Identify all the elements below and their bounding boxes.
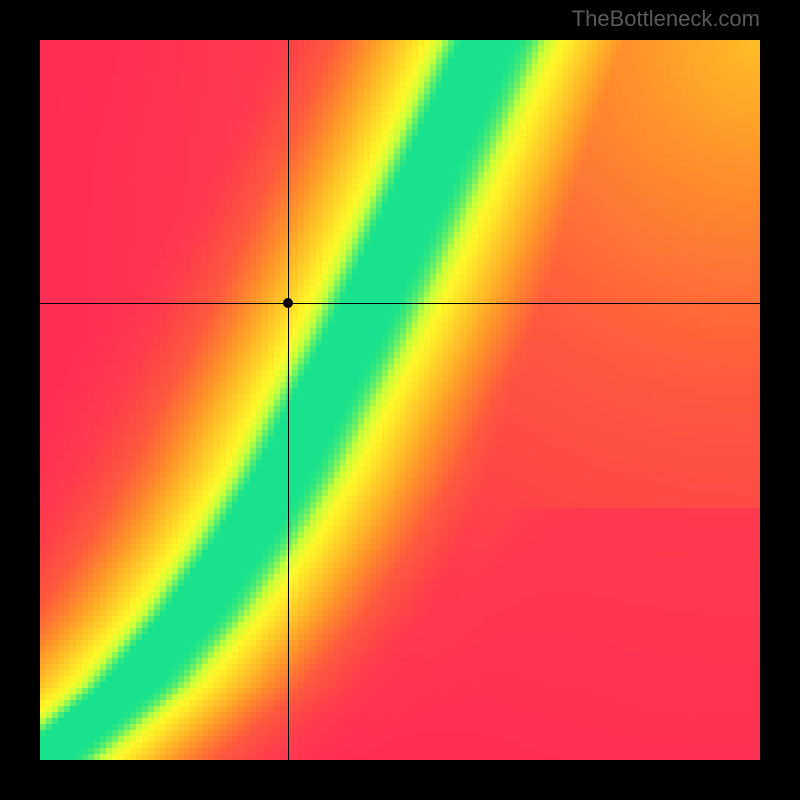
crosshair-marker — [283, 298, 293, 308]
watermark-text: TheBottleneck.com — [572, 6, 760, 32]
crosshair-vertical — [288, 40, 289, 760]
plot-area — [40, 40, 760, 760]
chart-container: TheBottleneck.com — [0, 0, 800, 800]
crosshair-horizontal — [40, 303, 760, 304]
heatmap-canvas — [40, 40, 760, 760]
